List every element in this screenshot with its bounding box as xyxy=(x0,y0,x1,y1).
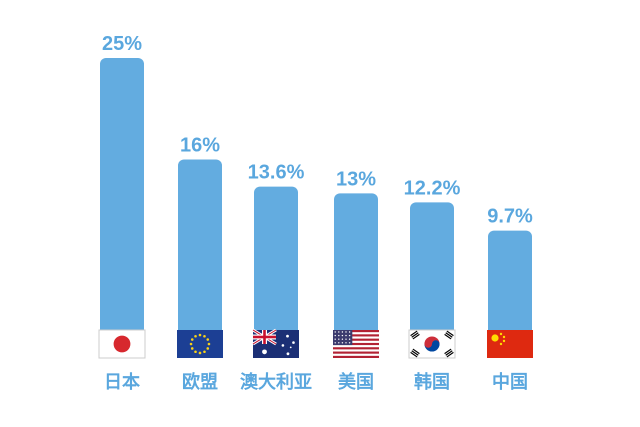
category-label-5: 中国 xyxy=(492,371,528,393)
value-label-0: 25% xyxy=(102,33,142,55)
south-korea-flag-icon xyxy=(408,329,456,359)
eu-flag-icon xyxy=(177,330,223,358)
value-label-1: 16% xyxy=(180,135,220,157)
category-label-3: 美国 xyxy=(338,371,374,393)
category-label-0: 日本 xyxy=(104,371,140,393)
bar-3 xyxy=(334,193,378,340)
value-label-4: 12.2% xyxy=(404,177,461,199)
category-label-4: 韩国 xyxy=(414,371,450,393)
usa-flag-icon xyxy=(333,330,379,358)
bar-5 xyxy=(488,230,532,340)
value-label-2: 13.6% xyxy=(248,162,305,184)
bar-2 xyxy=(254,186,298,340)
australia-flag-icon xyxy=(252,328,299,358)
category-label-2: 澳大利亚 xyxy=(240,371,312,393)
bar-4 xyxy=(410,202,454,340)
japan-flag-icon xyxy=(98,329,146,359)
category-label-1: 欧盟 xyxy=(182,371,218,393)
value-label-5: 9.7% xyxy=(487,206,533,228)
value-label-3: 13% xyxy=(336,168,376,190)
bar-0 xyxy=(100,58,144,340)
bar-1 xyxy=(178,159,222,340)
china-flag-icon xyxy=(487,330,533,358)
